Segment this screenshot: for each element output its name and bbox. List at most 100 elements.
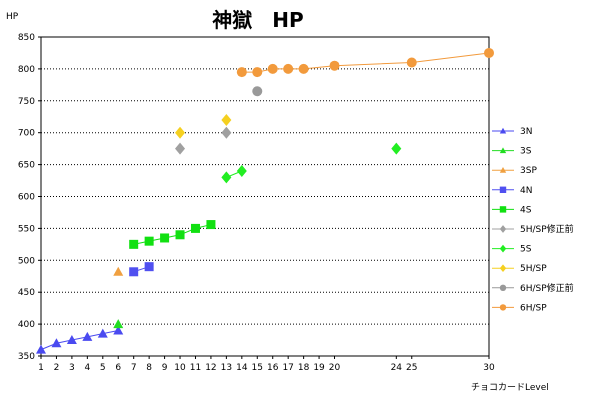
x-tick-label: 17 <box>282 363 293 373</box>
y-tick-label: 650 <box>18 161 35 171</box>
data-point <box>113 325 124 335</box>
x-axis-label: チョコカードLevel <box>471 382 549 393</box>
y-tick-label: 800 <box>18 65 35 75</box>
data-point <box>283 63 294 74</box>
data-point <box>144 236 154 246</box>
series-3SP <box>113 266 124 276</box>
series-4N <box>129 262 154 277</box>
y-tick-label: 600 <box>18 193 35 203</box>
y-tick-label: 500 <box>18 256 35 266</box>
x-tick-label: 4 <box>84 363 90 373</box>
legend-marker <box>499 284 507 291</box>
data-point <box>406 57 417 68</box>
data-point <box>175 126 186 139</box>
x-tick-label: 8 <box>146 363 152 373</box>
legend-item: 3S <box>492 147 532 157</box>
x-tick-label: 9 <box>162 363 168 373</box>
x-tick-label: 3 <box>69 363 75 373</box>
x-tick-label: 12 <box>205 363 216 373</box>
legend-item: 5H/SP修正前 <box>492 223 574 235</box>
legend-item: 5S <box>492 245 532 255</box>
series-unnamed <box>391 142 402 155</box>
data-point <box>51 338 62 348</box>
y-tick-label: 700 <box>18 129 35 139</box>
legend-marker <box>499 127 507 134</box>
legend-marker <box>499 304 507 311</box>
legend-item: 4N <box>492 186 532 196</box>
data-point <box>252 86 263 97</box>
x-tick-label: 6 <box>115 363 121 373</box>
legend-item: 6H/SP <box>492 303 547 313</box>
legend-marker <box>499 206 507 213</box>
x-tick-label: 14 <box>236 363 248 373</box>
legend-label: 3N <box>520 127 532 137</box>
series-5H/SP <box>175 113 232 139</box>
x-tick-label: 11 <box>190 363 201 373</box>
x-axis: 1 2 3 4 5 6 7 8 9 10 11 12 13 14 15 16 17 18 19 20 24 25 30 <box>38 356 495 373</box>
legend-item: 4S <box>492 205 532 215</box>
series-6H/SP <box>236 47 494 78</box>
data-point <box>252 67 263 78</box>
data-point <box>129 239 139 249</box>
data-point <box>267 63 278 74</box>
data-point <box>190 223 200 233</box>
legend-item: 5H/SP <box>492 264 547 274</box>
plot-area <box>40 36 490 357</box>
series-4S <box>129 220 216 249</box>
data-point <box>221 113 232 126</box>
x-tick-label: 18 <box>298 363 310 373</box>
data-point <box>206 220 216 230</box>
data-point <box>175 230 185 240</box>
legend-marker <box>499 186 507 193</box>
series-3S <box>113 319 124 329</box>
data-point <box>113 266 124 276</box>
legend-label: 5S <box>520 245 532 255</box>
y-axis-label: HP <box>6 12 19 22</box>
data-point <box>36 344 46 354</box>
series-3N <box>36 325 124 354</box>
x-tick-label: 30 <box>483 363 495 373</box>
data-point <box>484 47 494 58</box>
legend-label: 5H/SP <box>520 264 547 274</box>
x-tick-label: 24 <box>391 363 403 373</box>
data-point <box>97 328 108 338</box>
chart-title: 神獄 HP <box>212 8 303 32</box>
x-tick-label: 5 <box>100 363 106 373</box>
data-point <box>129 267 139 277</box>
x-tick-label: 2 <box>54 363 60 373</box>
legend-item: 3N <box>492 127 532 137</box>
data-point <box>113 319 124 329</box>
legend-label: 4S <box>520 205 532 215</box>
y-tick-label: 450 <box>18 288 35 298</box>
data-point <box>391 142 402 155</box>
x-tick-label: 16 <box>267 363 279 373</box>
legend-label: 5H/SP修正前 <box>520 223 574 235</box>
legend-marker <box>499 225 507 233</box>
data-point <box>160 233 170 243</box>
legend: 3N 3S 3SP 4N 4S 5H/SP修正前 5S 5H/SP 6H/SP修正前 6H/SP <box>492 127 574 313</box>
x-tick-label: 19 <box>313 363 325 373</box>
data-point <box>329 60 340 71</box>
x-tick-label: 10 <box>174 363 186 373</box>
data-point <box>298 63 309 74</box>
y-tick-label: 400 <box>18 320 35 330</box>
data-point <box>221 126 232 139</box>
series-6H/SP修正前 <box>252 86 263 97</box>
y-axis: 350 400 450 500 550 600 650 700 750 800 850 <box>18 33 41 362</box>
y-tick-label: 550 <box>18 224 35 234</box>
legend-marker <box>499 264 507 273</box>
legend-label: 6H/SP修正前 <box>520 282 574 294</box>
legend-item: 3SP <box>492 166 537 176</box>
data-point <box>144 262 154 272</box>
x-tick-label: 7 <box>131 363 137 373</box>
series-5S <box>221 164 247 184</box>
series-5H/SP修正前 <box>175 126 232 155</box>
data-point <box>66 335 77 345</box>
legend-label: 6H/SP <box>520 303 547 313</box>
x-tick-label: 1 <box>38 363 44 373</box>
series-layer <box>36 47 494 354</box>
legend-marker <box>499 167 507 173</box>
x-tick-label: 15 <box>252 363 263 373</box>
x-tick-label: 20 <box>329 363 341 373</box>
